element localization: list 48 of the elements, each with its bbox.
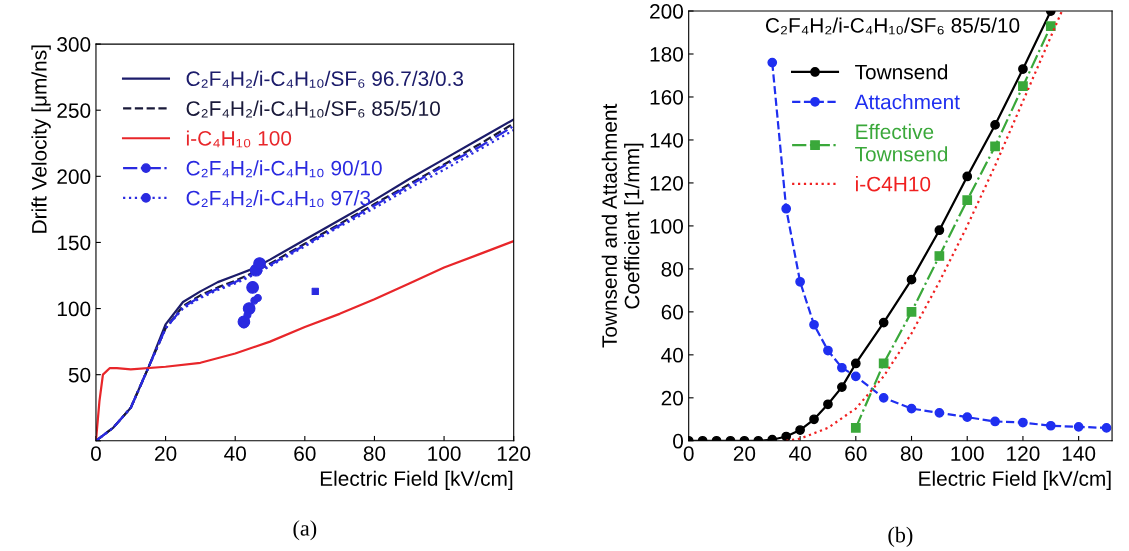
legend-label: C₂F₄H₂/i-C₄H₁₀/SF₆ 96.7/3/0.3 [186, 70, 464, 88]
y-tick-label: 200 [57, 169, 91, 185]
legend-label: C₂F₄H₂/i-C₄H₁₀ 90/10 [186, 160, 382, 178]
chart-title: C₂F₄H₂/i-C₄H₁₀/SF₆ 85/5/10 [765, 17, 1020, 35]
legend-label: i-C4H10 [856, 176, 931, 192]
x-tick-label: 120 [497, 446, 531, 461]
x-tick-label: 40 [789, 446, 811, 461]
y-tick-label: 100 [57, 301, 91, 317]
x-tick-label: 20 [155, 446, 177, 461]
y-tick-label: 160 [650, 89, 684, 105]
x-tick-label: 60 [845, 446, 867, 461]
x-tick-label: 80 [363, 446, 386, 461]
x-tick-label: 120 [1007, 446, 1040, 461]
y-tick-label: 120 [650, 175, 684, 191]
legend-label: Attachment [854, 93, 960, 110]
x-axis-title: Electric Field [kV/cm] [919, 470, 1111, 491]
x-tick-label: 80 [900, 446, 923, 461]
x-tick-label: 0 [90, 446, 101, 461]
x-tick-label: 100 [428, 446, 461, 461]
x-tick-label: 60 [294, 446, 316, 461]
x-tick-label: 40 [224, 446, 246, 461]
text: (a) [293, 520, 317, 541]
y-axis-title: Townsend and Attachment Coefficient [1/mm] [601, 103, 644, 348]
y-axis-title: Drift Velocity [μm/ns] [31, 45, 51, 233]
x-tick-label: 100 [951, 446, 984, 461]
y-tick-label: 50 [68, 367, 91, 383]
y-tick-label: 200 [650, 4, 684, 19]
legend-label: C₂F₄H₂/i-C₄H₁₀/SF₆ 85/5/10 [186, 100, 440, 118]
y-tick-label: 140 [650, 132, 684, 148]
y-tick-label: 250 [57, 103, 91, 118]
legend-label: C₂F₄H₂/i-C₄H₁₀ 97/3 [186, 190, 371, 208]
text: (b) [888, 526, 913, 547]
x-axis-title: Electric Field [kV/cm] [320, 470, 513, 491]
y-tick-label: 40 [661, 347, 684, 363]
y-tick-label: 150 [57, 235, 91, 251]
legend-label: Effective Townsend [855, 123, 948, 162]
x-tick-label: 0 [683, 446, 694, 461]
x-tick-label: 140 [1062, 446, 1096, 461]
y-tick-label: 60 [661, 304, 684, 320]
y-tick-label: 300 [57, 37, 91, 52]
y-tick-label: 80 [661, 261, 684, 277]
legend-label: i-C₄H₁₀ 100 [186, 130, 292, 148]
y-tick-label: 180 [650, 47, 684, 62]
x-tick-label: 20 [733, 446, 756, 461]
y-tick-label: 20 [661, 390, 684, 406]
y-tick-label: 0 [673, 433, 684, 449]
y-tick-label: 100 [650, 218, 684, 234]
legend-label: Townsend [855, 64, 948, 80]
